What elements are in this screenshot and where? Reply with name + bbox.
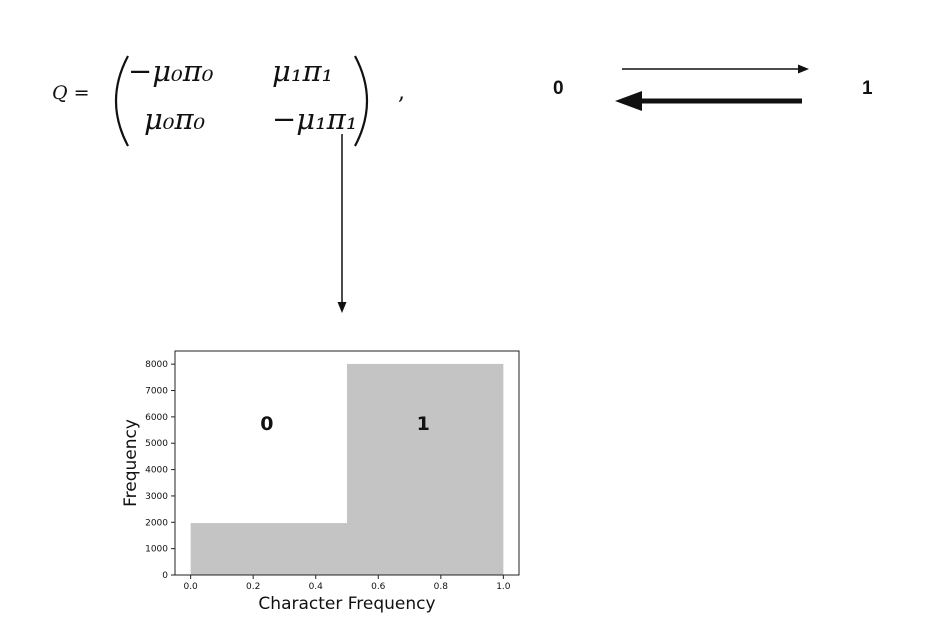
x-tick-label: 1.0 bbox=[496, 582, 511, 592]
y-tick-label: 0 bbox=[162, 571, 168, 581]
state-0-label: 0 bbox=[553, 78, 564, 99]
matrix-trailing-comma: , bbox=[398, 80, 405, 105]
x-tick-label: 0.8 bbox=[434, 582, 449, 592]
histogram-bar-1 bbox=[347, 363, 504, 575]
y-tick-label: 4000 bbox=[145, 466, 168, 476]
bin-label-0: 0 bbox=[260, 413, 273, 435]
left-paren bbox=[114, 55, 129, 147]
state-1-label: 1 bbox=[862, 78, 873, 99]
x-tick-label: 0.6 bbox=[371, 582, 386, 592]
matrix-cell-r2c2: −μ₁π₁ bbox=[272, 102, 358, 136]
y-tick-label: 5000 bbox=[145, 439, 168, 449]
y-tick-label: 2000 bbox=[145, 518, 168, 528]
transition-arrow-0-to-1 bbox=[622, 64, 809, 74]
transition-arrow-1-to-0 bbox=[615, 91, 802, 111]
y-axis-label: Frequency bbox=[121, 419, 141, 507]
matrix-cell-r1c2: μ₁π₁ bbox=[272, 54, 334, 88]
matrix-cell-r1c1: −μ₀π₀ bbox=[128, 54, 214, 88]
x-tick-label: 0.4 bbox=[309, 582, 324, 592]
matrix-lhs: Q = bbox=[52, 82, 90, 104]
matrix-cell-r2c1: μ₀π₀ bbox=[144, 102, 206, 136]
bin-label-1: 1 bbox=[417, 413, 430, 435]
x-tick-label: 0.2 bbox=[246, 582, 260, 592]
y-tick-label: 8000 bbox=[145, 360, 168, 370]
right-paren bbox=[354, 55, 369, 147]
histogram-bar-0 bbox=[190, 523, 347, 575]
y-tick-label: 3000 bbox=[145, 492, 168, 502]
y-tick-label: 1000 bbox=[145, 545, 168, 555]
y-tick-label: 6000 bbox=[145, 413, 168, 423]
matrix-to-histogram-arrow bbox=[337, 134, 347, 313]
x-axis-label: Character Frequency bbox=[258, 594, 435, 614]
x-tick-label: 0.0 bbox=[183, 582, 198, 592]
y-tick-label: 7000 bbox=[145, 387, 168, 397]
plot-frame bbox=[174, 350, 520, 576]
